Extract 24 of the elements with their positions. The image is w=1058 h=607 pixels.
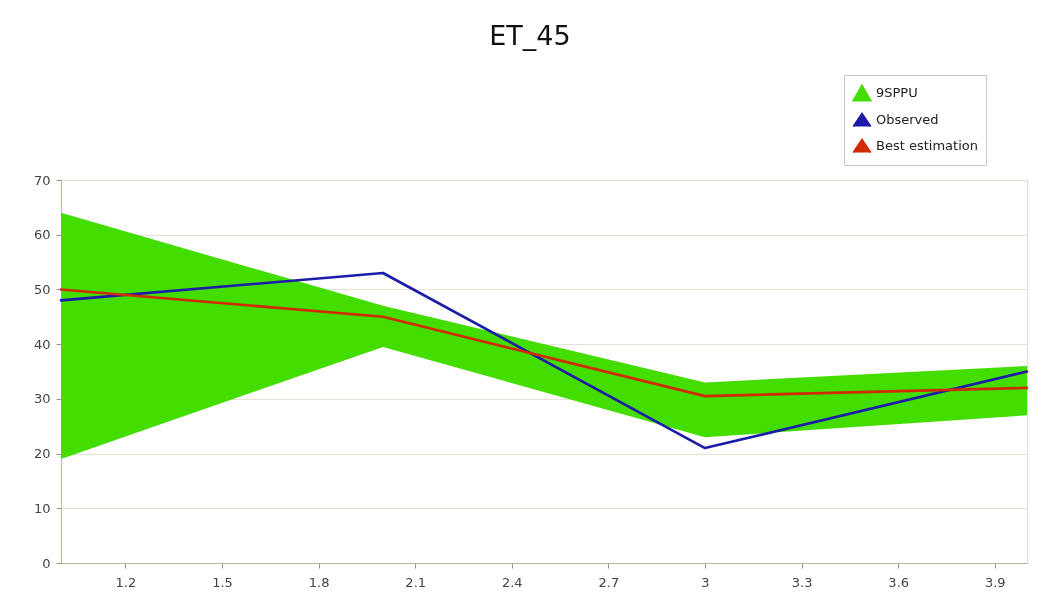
y-tick-label: 70	[33, 172, 51, 188]
y-tick-label: 40	[33, 336, 51, 352]
line-series	[59, 271, 1029, 450]
x-tick-label: 3	[701, 574, 710, 590]
legend-label: Best estimation	[876, 138, 978, 153]
x-tick-label: 3.6	[888, 574, 910, 590]
x-tick-label: 1.2	[115, 574, 137, 590]
x-tick-label: 1.8	[308, 574, 330, 590]
x-tick-label: 2.1	[405, 574, 427, 590]
legend-label: Observed	[876, 112, 939, 127]
y-tick-label: 50	[33, 281, 51, 297]
x-tick-label: 3.9	[984, 574, 1006, 590]
y-tick-label: 20	[33, 446, 51, 462]
chart-title: ET_45	[489, 19, 571, 51]
y-tick-label: 0	[42, 555, 51, 571]
y-tick-label: 10	[33, 500, 51, 516]
x-tick-label: 1.5	[212, 574, 233, 590]
x-tick-label: 3.3	[791, 574, 813, 590]
line-series	[59, 288, 1029, 398]
x-tick-label: 2.4	[501, 574, 523, 590]
y-tick-label: 30	[33, 391, 51, 407]
y-tick-label: 60	[33, 227, 51, 243]
legend-label: 9SPPU	[876, 85, 918, 100]
x-tick-label: 2.7	[598, 574, 620, 590]
